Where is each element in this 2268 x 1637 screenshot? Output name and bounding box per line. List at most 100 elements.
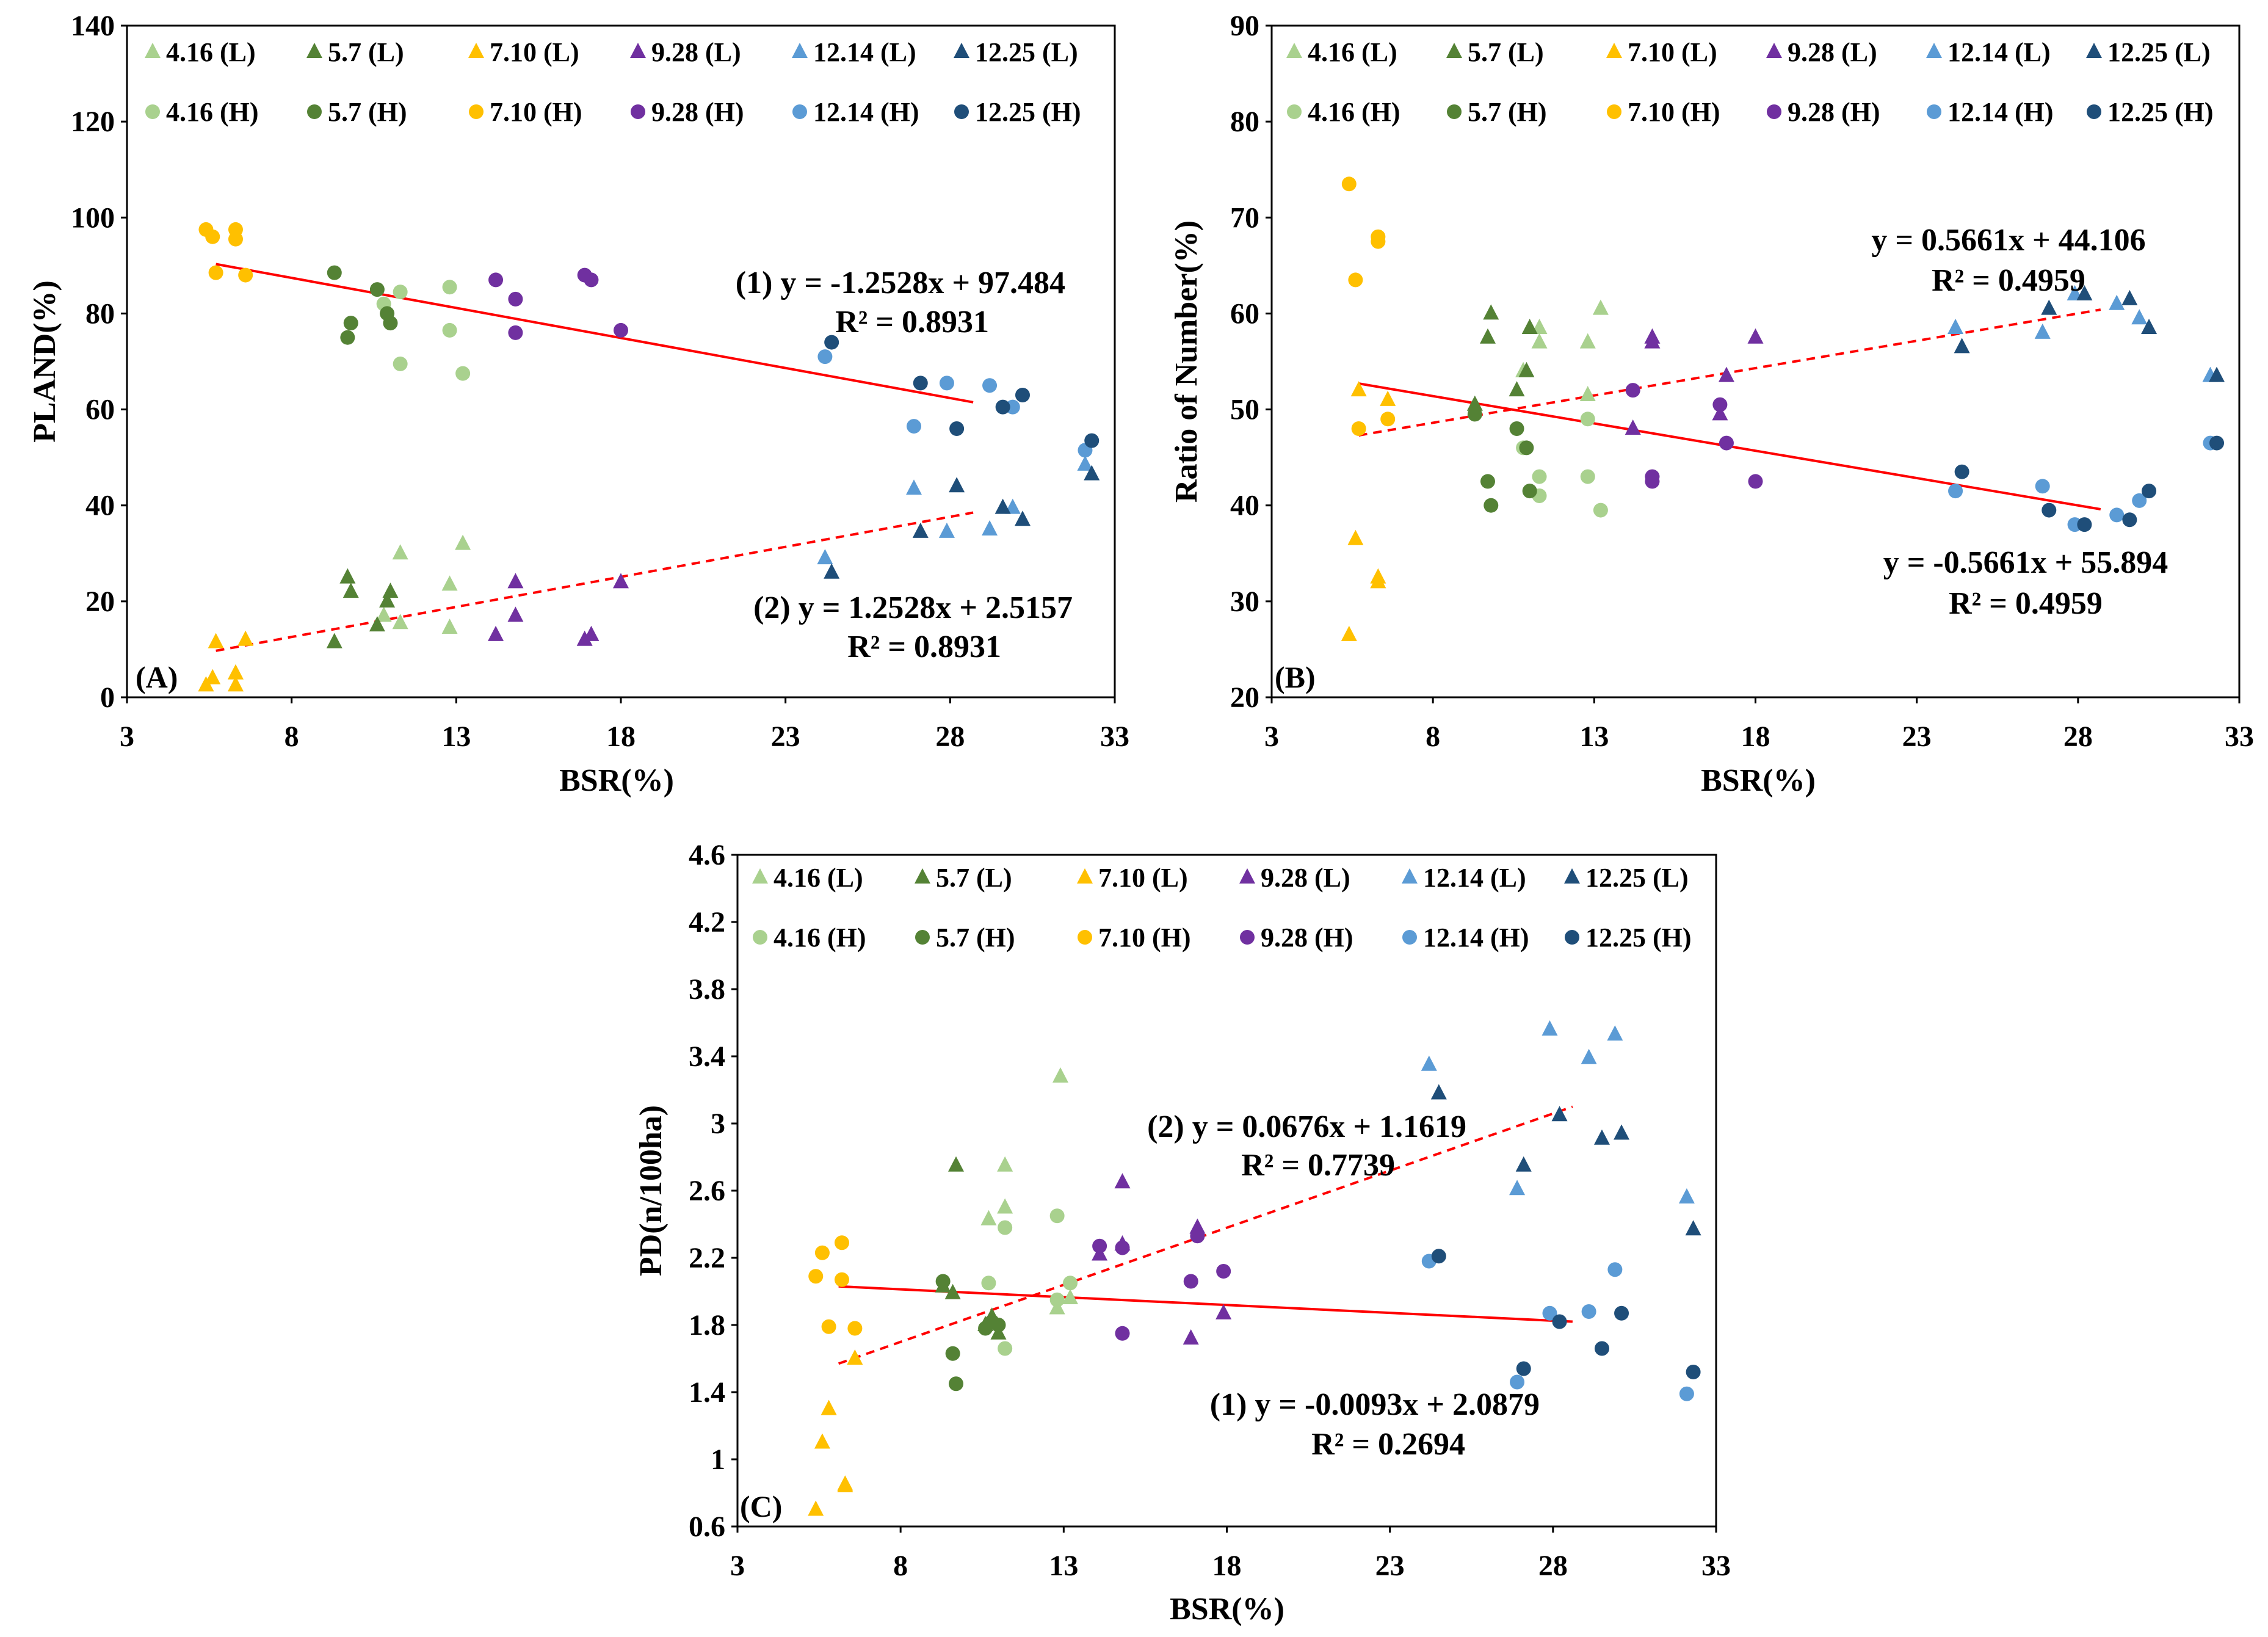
panel-a-legend-marker-low — [792, 43, 808, 58]
panel-c-y-tick-label: 2.6 — [689, 1175, 725, 1207]
panel-c-y-tick-label: 0.6 — [689, 1511, 725, 1543]
panel-c-point — [1542, 1305, 1557, 1321]
panel-a-points — [198, 222, 1100, 692]
panel-b-eq1-r2: R² = 0.4959 — [1932, 263, 2085, 298]
panel-c-legend-label-low: 4.16 (L) — [774, 863, 863, 893]
panel-c-point — [1114, 1173, 1131, 1189]
panel-a-legend-label-high: 12.14 (H) — [813, 97, 919, 127]
panel-c-point — [1593, 1129, 1610, 1145]
panel-c-legend: 4.16 (L) 4.16 (H) 5.7 (L) 5.7 (H) 7.10 (L) 7.… — [752, 863, 1692, 953]
panel-a-point — [379, 592, 396, 608]
panel-b-legend-marker-high — [2087, 104, 2101, 119]
panel-a-point — [382, 583, 399, 598]
panel-a-point — [392, 614, 408, 630]
panel-b-point — [1625, 419, 1641, 435]
panel-b-point — [2131, 309, 2148, 325]
panel-b-eq2: y = -0.5661x + 55.894 — [1883, 545, 2168, 580]
panel-a-legend-label-high: 12.25 (H) — [975, 97, 1081, 127]
panel-a-point — [339, 568, 356, 584]
panel-c-point — [997, 1198, 1013, 1214]
panel-a-legend-label-low: 5.7 (L) — [328, 37, 404, 67]
panel-c-point — [1607, 1262, 1623, 1277]
panel-c-y-tick-label: 4.2 — [689, 906, 725, 938]
panel-a-point — [817, 549, 833, 565]
panel-b-point — [1521, 319, 1538, 334]
panel-c-point — [1052, 1067, 1068, 1083]
panel-c-legend-marker-low — [915, 868, 930, 884]
panel-a-x-tick-label: 8 — [284, 720, 299, 753]
panel-c-point — [998, 1341, 1013, 1356]
panel-a-point — [507, 606, 524, 622]
panel-b-point — [1509, 421, 1524, 436]
panel-a-point — [455, 366, 471, 381]
panel-c-point — [1551, 1106, 1568, 1122]
panel-a-eq1: (1) y = -1.2528x + 97.484 — [736, 266, 1065, 300]
panel-a-point — [613, 573, 629, 589]
panel-a-point — [238, 267, 253, 283]
panel-c-legend-label-high: 5.7 (H) — [936, 923, 1015, 953]
panel-a-point — [982, 520, 998, 535]
panel-c-point — [1115, 1240, 1130, 1255]
panel-a-point — [228, 231, 243, 247]
panel-b-legend-label-high: 9.28 (H) — [1788, 97, 1880, 127]
panel-b-x-tick-label: 28 — [2063, 720, 2093, 753]
panel-c-legend-marker-high — [1402, 930, 1417, 945]
panel-a-legend-marker-high — [792, 104, 807, 119]
panel-c-point — [1062, 1289, 1079, 1304]
panel-c-y-tick-label: 2.2 — [689, 1242, 725, 1274]
panel-c-legend-marker-low — [1077, 868, 1093, 884]
panel-a-x-tick-label: 23 — [771, 720, 800, 753]
panel-b-y-tick-label: 50 — [1230, 394, 1259, 426]
panel-a-y-tick-label: 60 — [85, 394, 115, 426]
panel-c-point — [1431, 1249, 1446, 1264]
panel-a-legend-marker-low — [468, 43, 484, 58]
panel-a-point — [383, 316, 398, 331]
panel-c-legend-label-high: 4.16 (H) — [774, 923, 866, 953]
panel-c-legend-label-high: 12.25 (H) — [1585, 923, 1692, 953]
panel-b-point — [1579, 386, 1596, 401]
panel-b-point — [2142, 484, 2157, 499]
panel-c-y-tick-label: 3 — [711, 1108, 725, 1140]
panel-c-eq1: (2) y = 0.0676x + 1.1619 — [1147, 1109, 1466, 1144]
panel-c-eq1-r2: R² = 0.7739 — [1241, 1148, 1395, 1183]
panel-c-point — [1581, 1304, 1596, 1319]
panel-a-legend-marker-low — [145, 43, 161, 58]
panel-a-point — [824, 335, 839, 350]
panel-c-point — [1594, 1341, 1609, 1356]
panel-b-legend-marker-high — [1447, 104, 1462, 119]
panel-c-y-tick-label: 1.8 — [689, 1309, 725, 1341]
panel-c-point — [808, 1500, 824, 1516]
panel-b-legend-marker-low — [1286, 43, 1302, 58]
panel-a-point — [442, 322, 457, 338]
panel-c-y-ticks: 0.6 1 1.4 1.8 2.2 2.6 3 3.4 3.8 4.2 4.6 — [689, 839, 737, 1543]
panel-a-point — [817, 349, 833, 365]
panel-a-point — [208, 265, 223, 280]
panel-c-x-ticks: 3 8 13 18 23 28 33 — [730, 1526, 1731, 1582]
panel-c-legend-marker-high — [1565, 930, 1579, 945]
panel-a-legend-marker-high — [631, 104, 645, 119]
panel-a-point — [227, 664, 244, 680]
panel-b-legend-marker-high — [1767, 104, 1781, 119]
panel-a-point — [205, 229, 220, 244]
panel-a-point — [1015, 388, 1030, 402]
panel-c-point — [808, 1269, 824, 1284]
panel-b-point — [1350, 381, 1367, 397]
panel-a-point — [343, 316, 358, 331]
panel-a-point — [441, 619, 458, 634]
panel-c-y-tick-label: 1.4 — [689, 1376, 725, 1409]
panel-b-point — [1747, 328, 1764, 344]
panel-c-trendline-low — [838, 1105, 1573, 1365]
panel-b-legend: 4.16 (L) 4.16 (H) 5.7 (L) 5.7 (H) 7.10 (L) 7.… — [1286, 37, 2214, 127]
panel-a-x-tick-label: 3 — [120, 720, 134, 753]
panel-c-legend-marker-low — [1239, 868, 1255, 884]
panel-b-point — [2141, 319, 2157, 334]
panel-c-legend-label-low: 12.14 (L) — [1423, 863, 1526, 893]
panel-b-eq2-r2: R² = 0.4959 — [1949, 586, 2103, 621]
panel-a-point — [342, 583, 359, 598]
panel-c-legend-marker-low — [752, 868, 768, 884]
panel-c-point — [1509, 1180, 1526, 1196]
panel-b-point — [1718, 366, 1734, 382]
panel-b-legend-marker-low — [1766, 43, 1782, 58]
panel-b-point — [1644, 328, 1661, 344]
